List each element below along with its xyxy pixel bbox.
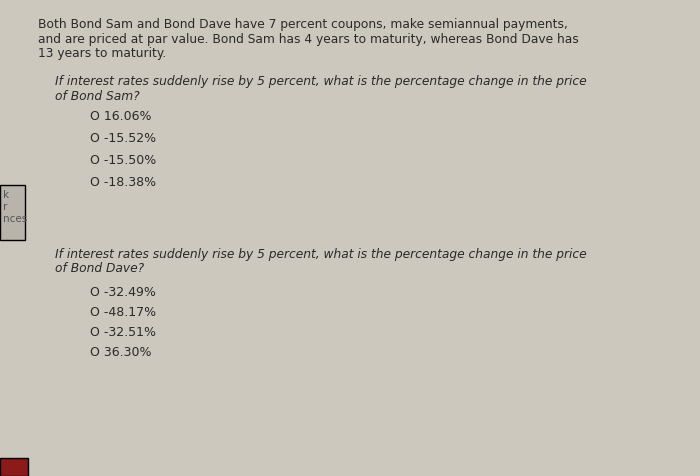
Text: O -18.38%: O -18.38%: [90, 176, 156, 189]
Text: of Bond Dave?: of Bond Dave?: [55, 262, 144, 276]
Text: and are priced at par value. Bond Sam has 4 years to maturity, whereas Bond Dave: and are priced at par value. Bond Sam ha…: [38, 32, 579, 46]
Text: O -15.50%: O -15.50%: [90, 154, 156, 167]
Text: k: k: [3, 190, 9, 200]
Text: of Bond Sam?: of Bond Sam?: [55, 89, 139, 102]
Text: O 16.06%: O 16.06%: [90, 110, 151, 123]
Text: O -15.52%: O -15.52%: [90, 132, 156, 145]
Text: 13 years to maturity.: 13 years to maturity.: [38, 47, 167, 60]
Text: Both Bond Sam and Bond Dave have 7 percent coupons, make semiannual payments,: Both Bond Sam and Bond Dave have 7 perce…: [38, 18, 568, 31]
Text: r: r: [3, 202, 8, 212]
Text: O -32.51%: O -32.51%: [90, 326, 156, 339]
Text: O -48.17%: O -48.17%: [90, 306, 156, 319]
Text: If interest rates suddenly rise by 5 percent, what is the percentage change in t: If interest rates suddenly rise by 5 per…: [55, 75, 587, 88]
Text: O -32.49%: O -32.49%: [90, 286, 156, 299]
Text: O 36.30%: O 36.30%: [90, 346, 151, 359]
Text: If interest rates suddenly rise by 5 percent, what is the percentage change in t: If interest rates suddenly rise by 5 per…: [55, 248, 587, 261]
Text: nces: nces: [3, 214, 27, 224]
